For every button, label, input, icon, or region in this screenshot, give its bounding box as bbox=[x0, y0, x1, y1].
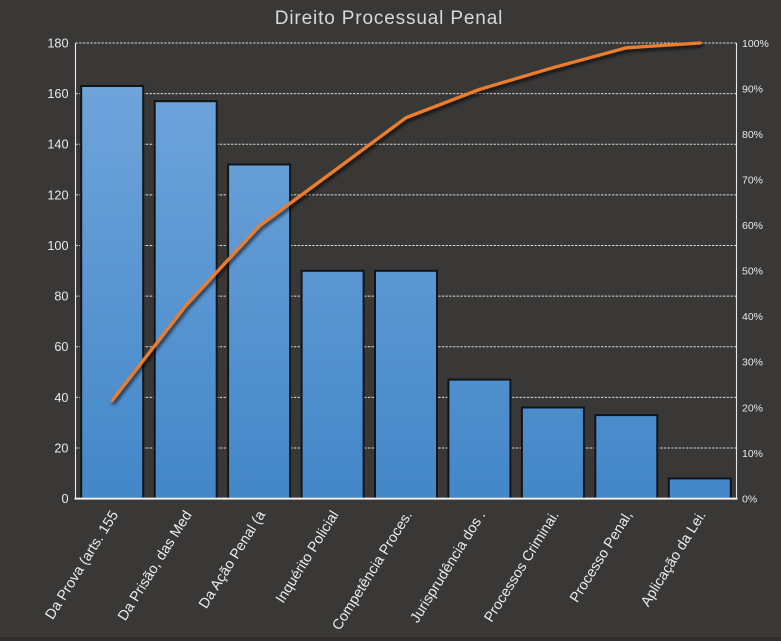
svg-text:60%: 60% bbox=[742, 220, 763, 232]
svg-text:0%: 0% bbox=[742, 493, 757, 505]
svg-text:60: 60 bbox=[54, 340, 68, 354]
svg-text:140: 140 bbox=[47, 138, 68, 152]
svg-text:180: 180 bbox=[47, 37, 68, 51]
svg-text:20: 20 bbox=[54, 442, 68, 456]
svg-text:120: 120 bbox=[47, 188, 68, 202]
svg-text:80: 80 bbox=[54, 290, 68, 304]
svg-text:80%: 80% bbox=[742, 129, 763, 141]
svg-text:100%: 100% bbox=[742, 38, 769, 50]
svg-text:100: 100 bbox=[47, 239, 68, 253]
svg-text:70%: 70% bbox=[742, 175, 763, 187]
svg-text:0: 0 bbox=[61, 492, 68, 506]
svg-text:40%: 40% bbox=[742, 311, 763, 323]
svg-text:10%: 10% bbox=[742, 448, 763, 460]
svg-text:50%: 50% bbox=[742, 266, 763, 278]
svg-text:20%: 20% bbox=[742, 402, 763, 414]
svg-text:90%: 90% bbox=[742, 83, 763, 95]
svg-text:160: 160 bbox=[47, 87, 68, 101]
svg-text:Direito Processual Penal: Direito Processual Penal bbox=[275, 8, 503, 29]
svg-text:40: 40 bbox=[54, 391, 68, 405]
svg-text:30%: 30% bbox=[742, 357, 763, 369]
